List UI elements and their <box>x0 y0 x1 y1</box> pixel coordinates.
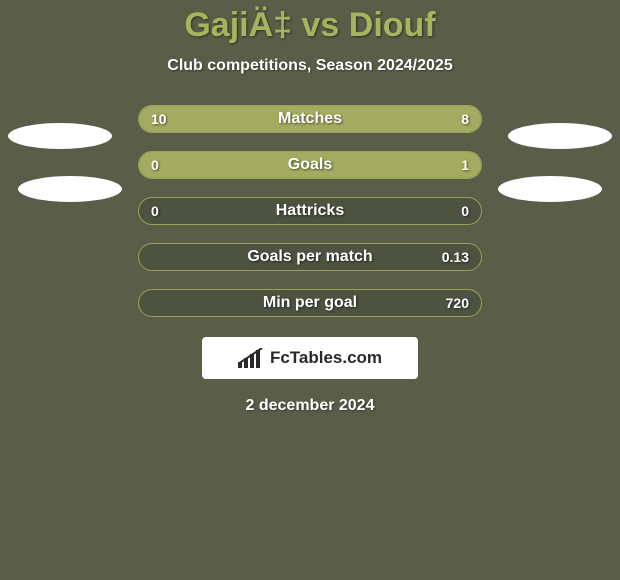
stat-bar-row: Hattricks0 0 <box>138 197 482 225</box>
bar-value-right: 1 <box>461 152 469 178</box>
bar-value-right: 0.13 <box>442 244 469 270</box>
player-ellipse <box>18 176 122 202</box>
brand-text: FcTables.com <box>270 348 382 368</box>
stat-bar-row: Matches10 8 <box>138 105 482 133</box>
brand-badge: FcTables.com <box>202 337 418 379</box>
bar-value-right: 8 <box>461 106 469 132</box>
bar-value-left: 10 <box>151 106 167 132</box>
stat-bar-row: Goals0 1 <box>138 151 482 179</box>
bar-label: Goals <box>139 152 481 178</box>
brand-chart-icon <box>238 348 264 368</box>
comparison-infographic: GajiÄ‡ vs Diouf Club competitions, Seaso… <box>0 0 620 580</box>
bar-value-right: 720 <box>446 290 469 316</box>
bar-value-right: 0 <box>461 198 469 224</box>
bar-label: Min per goal <box>139 290 481 316</box>
bar-value-left: 0 <box>151 198 159 224</box>
stat-bar-row: Min per goal720 <box>138 289 482 317</box>
bar-label: Goals per match <box>139 244 481 270</box>
player-ellipse <box>508 123 612 149</box>
page-title: GajiÄ‡ vs Diouf <box>0 0 620 45</box>
page-subtitle: Club competitions, Season 2024/2025 <box>0 57 620 75</box>
bar-label: Matches <box>139 106 481 132</box>
stat-bar-row: Goals per match0.13 <box>138 243 482 271</box>
footer-date: 2 december 2024 <box>0 397 620 415</box>
player-ellipse <box>498 176 602 202</box>
player-ellipse <box>8 123 112 149</box>
bar-label: Hattricks <box>139 198 481 224</box>
bar-value-left: 0 <box>151 152 159 178</box>
